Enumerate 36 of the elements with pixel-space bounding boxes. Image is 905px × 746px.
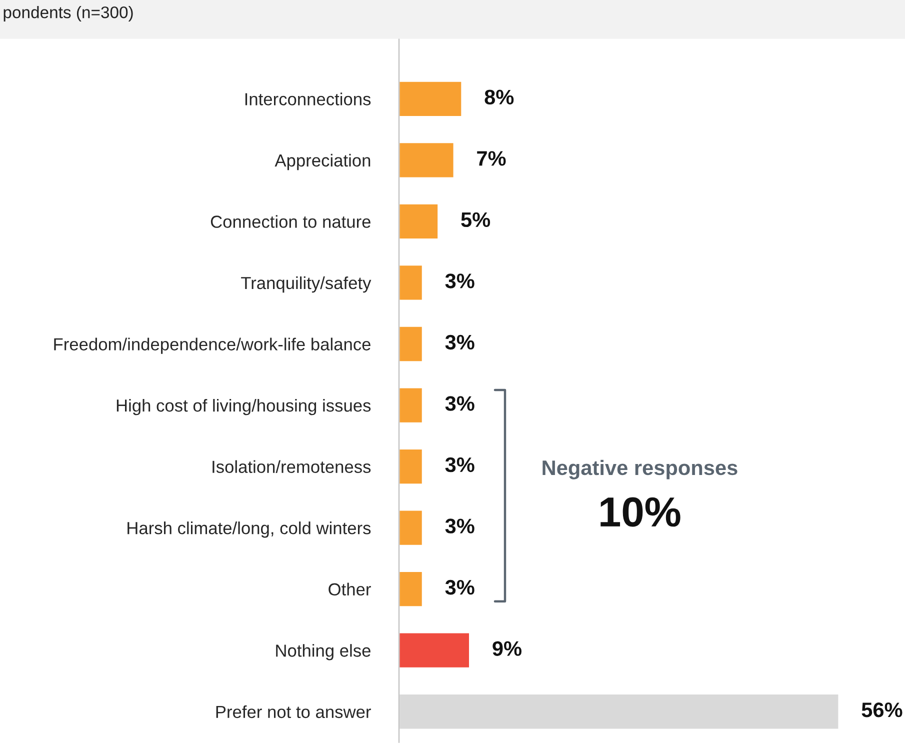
data-label: 56% [862,702,902,718]
bar [399,142,455,179]
data-label: 3% [445,580,474,595]
y-tick-label: Harsh climate/long, cold winters [128,522,371,538]
text: pondents (n=300) [4,6,133,22]
data-label: 8% [484,90,514,104]
y-tick-label: Nothing else [276,644,370,660]
bar [399,448,424,486]
data-label: 5% [461,212,490,228]
bar [399,264,424,302]
bar [399,80,463,118]
bar [399,570,424,608]
data-label: 3% [445,274,474,288]
data-label: 7% [477,151,506,166]
y-tick-label: Interconnections [245,92,371,106]
y-tick-label: Freedom/independence/work-life balance [54,338,370,354]
bar [399,509,424,546]
y-tick-label: High cost of living/housing issues [116,398,371,416]
bar [399,326,424,362]
annotation: 10% [600,497,680,527]
bar [399,386,424,424]
y-tick-label: Appreciation [274,154,370,170]
data-label: 3% [445,457,474,472]
data-label: 3% [445,396,474,411]
data-label: 3% [445,518,474,534]
y-tick-label: Connection to nature [210,215,370,228]
bar [399,202,439,240]
y-tick-label: Prefer not to answer [216,705,371,718]
y-tick-label: Tranquility/safety [241,276,372,293]
bar [399,693,840,730]
data-label: 3% [445,334,474,350]
y-tick-label: Isolation/remoteness [212,460,371,474]
annotation: Negative responses [542,460,738,480]
y-tick-label: Other [328,582,371,596]
data-label: 9% [492,641,522,656]
bar [399,632,470,669]
